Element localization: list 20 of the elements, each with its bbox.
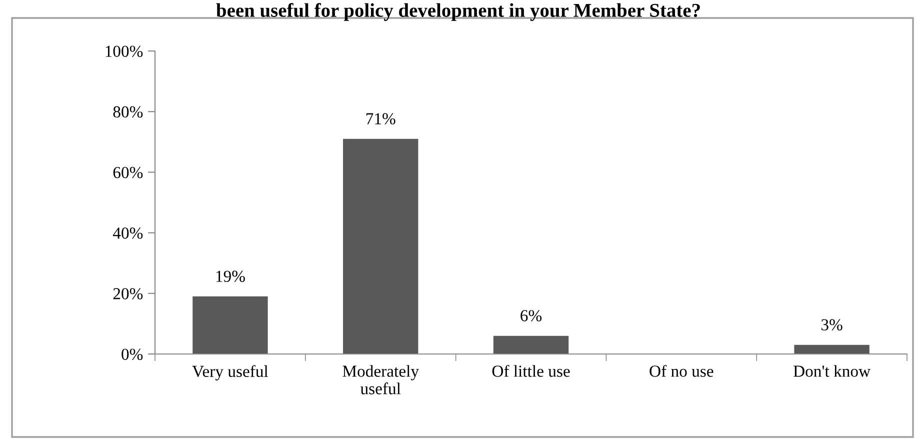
bar: [192, 296, 268, 354]
x-tick-label: Don't know: [794, 365, 870, 377]
bar: [343, 138, 418, 354]
bar: [794, 344, 870, 354]
y-tick-label: 60%: [113, 166, 143, 178]
data-label: 71%: [366, 113, 396, 124]
x-tick-label: Moderately useful: [342, 365, 419, 394]
x-tick-label: Of little use: [492, 364, 570, 377]
data-label: 6%: [520, 310, 542, 322]
y-tick-label: 80%: [113, 106, 143, 118]
bar: [493, 336, 569, 354]
y-tick-label: 0%: [122, 348, 143, 360]
x-tick-label: Of no use: [650, 364, 714, 377]
y-tick-label: 40%: [112, 228, 143, 239]
y-tick-label: 100%: [106, 46, 143, 57]
data-label: 19%: [216, 270, 245, 282]
data-label: 3%: [821, 319, 842, 330]
x-tick-label: Very useful: [192, 365, 268, 380]
chart-title: been useful for policy development in your Member State?: [216, 3, 700, 21]
y-tick-label: 20%: [113, 288, 143, 300]
